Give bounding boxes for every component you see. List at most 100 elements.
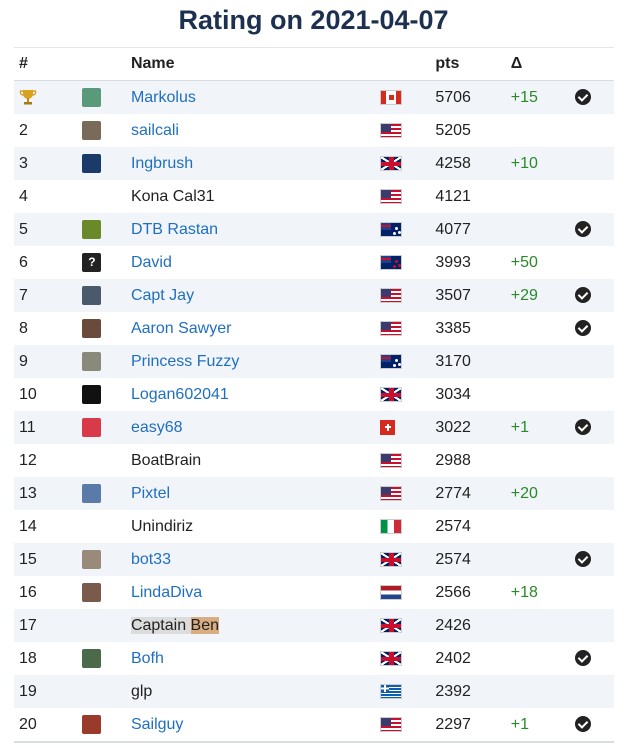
flag-icon-nz — [379, 254, 402, 270]
col-delta[interactable]: Δ — [510, 47, 576, 81]
delta-cell: +1 — [510, 418, 530, 436]
player-name-link[interactable]: sailcali — [130, 121, 179, 139]
col-pts[interactable]: pts — [435, 47, 511, 81]
player-name-part: Ben — [190, 616, 219, 634]
flag-icon-us — [379, 188, 402, 204]
check-circle-icon — [575, 221, 592, 238]
rank-number: 18 — [19, 649, 37, 667]
player-name-link[interactable]: LindaDiva — [130, 583, 203, 601]
avatar[interactable] — [82, 286, 102, 305]
avatar[interactable] — [82, 220, 102, 239]
check-cell — [575, 411, 614, 444]
avatar[interactable] — [82, 649, 102, 668]
table-row: 18 Bofh 2402 — [14, 642, 614, 675]
rank-cell: 11 — [14, 411, 82, 444]
flag-cell — [379, 180, 436, 213]
flag-cell — [379, 213, 436, 246]
table-row: 19 glp 2392 — [14, 675, 614, 708]
player-name-link[interactable]: Princess Fuzzy — [130, 352, 240, 370]
check-cell — [575, 444, 614, 477]
player-name-link[interactable]: Pixtel — [130, 484, 171, 502]
player-name-link[interactable]: Ingbrush — [130, 154, 194, 172]
avatar-cell — [82, 180, 131, 213]
flag-cell — [379, 345, 436, 378]
pts-cell: 3034 — [435, 385, 471, 403]
flag-cell — [379, 378, 436, 411]
player-name-part: Captain — [130, 616, 191, 634]
name-cell: Bofh — [131, 642, 380, 675]
col-name[interactable]: Name — [130, 47, 380, 81]
rank-cell: 18 — [14, 642, 82, 675]
player-name-link[interactable]: easy68 — [130, 418, 183, 436]
pts-cell: 2988 — [435, 451, 471, 469]
pts-cell: 5205 — [435, 121, 471, 139]
avatar-cell — [82, 708, 131, 743]
rank-cell: 15 — [14, 543, 82, 576]
pts-cell: 2392 — [435, 682, 471, 700]
col-flag — [379, 47, 436, 81]
name-cell: sailcali — [131, 114, 380, 147]
flag-cell — [379, 510, 436, 543]
player-name-link[interactable]: Aaron Sawyer — [130, 319, 232, 337]
pts-cell: 2574 — [435, 550, 471, 568]
avatar[interactable] — [82, 715, 102, 734]
check-circle-icon — [575, 716, 592, 733]
flag-cell — [379, 477, 436, 510]
delta-cell — [511, 345, 575, 378]
player-name-link[interactable]: bot33 — [130, 550, 171, 568]
player-name-link[interactable]: Markolus — [130, 88, 196, 106]
avatar-cell — [82, 246, 131, 279]
rank-cell: 10 — [14, 378, 82, 411]
rank-cell: 14 — [14, 510, 82, 543]
rank-number: 6 — [19, 253, 28, 271]
player-name-link[interactable]: Capt Jay — [130, 286, 195, 304]
delta-cell — [511, 510, 575, 543]
rank-number: 2 — [19, 121, 28, 139]
check-cell — [575, 180, 614, 213]
player-name-link[interactable]: Logan602041 — [130, 385, 229, 403]
flag-icon-it — [379, 518, 402, 534]
avatar-cell — [82, 675, 131, 708]
player-name-link[interactable]: David — [130, 253, 172, 271]
avatar-cell — [82, 114, 131, 147]
avatar[interactable] — [82, 121, 102, 140]
table-row: 4 Kona Cal31 4121 — [14, 180, 614, 213]
name-cell: BoatBrain — [131, 444, 380, 477]
delta-cell — [511, 609, 575, 642]
rank-number: 7 — [19, 286, 28, 304]
flag-icon-gb — [379, 650, 402, 666]
avatar[interactable] — [82, 253, 102, 272]
check-circle-icon — [575, 89, 592, 106]
avatar[interactable] — [82, 154, 102, 173]
delta-cell — [511, 642, 575, 675]
col-rank[interactable]: # — [14, 47, 83, 81]
avatar[interactable] — [82, 484, 102, 503]
pts-cell: 2774 — [435, 484, 471, 502]
rank-cell: 19 — [14, 675, 82, 708]
player-name-link[interactable]: Sailguy — [130, 715, 184, 733]
avatar-cell — [82, 345, 131, 378]
table-row: 20 Sailguy 2297 +1 — [14, 708, 614, 743]
name-cell: bot33 — [131, 543, 380, 576]
rank-number: 10 — [19, 385, 37, 403]
table-row: 10 Logan602041 3034 — [14, 378, 614, 411]
avatar[interactable] — [82, 550, 102, 569]
table-row: 9 Princess Fuzzy 3170 — [14, 345, 614, 378]
avatar[interactable] — [82, 385, 102, 404]
rank-number: 11 — [19, 418, 36, 436]
avatar[interactable] — [82, 319, 102, 338]
avatar[interactable] — [82, 88, 102, 107]
avatar[interactable] — [82, 583, 102, 602]
player-name-link[interactable]: DTB Rastan — [130, 220, 219, 238]
player-name-link[interactable]: Bofh — [130, 649, 164, 667]
rank-number: 16 — [19, 583, 37, 601]
avatar-cell — [82, 147, 131, 180]
name-cell: Pixtel — [131, 477, 380, 510]
delta-cell — [511, 543, 575, 576]
avatar[interactable] — [82, 418, 102, 437]
pts-cell: 2402 — [435, 649, 471, 667]
avatar[interactable] — [82, 352, 102, 371]
rank-number: 19 — [19, 682, 37, 700]
delta-cell — [511, 675, 575, 708]
pts-cell: 3385 — [435, 319, 471, 337]
